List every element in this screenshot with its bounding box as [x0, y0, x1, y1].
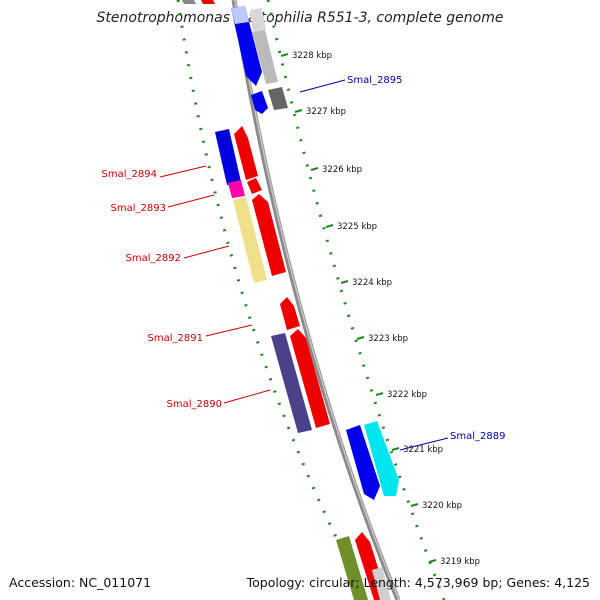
ruler-tick-5 [356, 336, 365, 340]
gene-label-smal-2895[interactable]: Smal_2895 [347, 75, 402, 86]
gene-feature[interactable] [251, 91, 268, 114]
tick-label-3228: 3228 kbp [292, 51, 332, 61]
gene-feature[interactable] [250, 8, 278, 84]
gene-feature-smal-2892[interactable] [233, 197, 267, 283]
tick-label-3221: 3221 kbp [403, 445, 443, 455]
gene-label-smal-2893[interactable]: Smal_2893 [111, 203, 166, 214]
gene-feature[interactable] [252, 194, 286, 276]
ruler-tick-1 [294, 109, 303, 113]
ruler-tick-3 [325, 224, 334, 228]
tick-label-3225: 3225 kbp [337, 222, 377, 232]
tick-label-3227: 3227 kbp [306, 107, 346, 117]
gene-label-smal-2889[interactable]: Smal_2889 [450, 431, 505, 442]
tick-label-3222: 3222 kbp [387, 390, 427, 400]
gene-feature[interactable] [234, 126, 258, 180]
gene-feature-smal-2893[interactable] [228, 180, 245, 198]
gene-feature-smal-2895[interactable] [268, 87, 288, 110]
gene-label-smal-2891[interactable]: Smal_2891 [148, 333, 203, 344]
ruler-tick-7 [391, 447, 400, 451]
gene-feature[interactable] [182, 0, 215, 4]
ruler-tick-6 [375, 392, 384, 396]
gene-label-smal-2890[interactable]: Smal_2890 [167, 399, 222, 410]
outer-ruler [266, 0, 446, 600]
ruler-tick-9 [428, 559, 437, 563]
ruler-tick-2 [310, 167, 319, 171]
accession-text: Accession: NC_011071 [9, 575, 152, 590]
gene-feature-smal-2891[interactable] [280, 297, 300, 330]
gene-feature[interactable] [336, 536, 368, 600]
genome-title: Stenotrophomonas maltophilia R551-3, com… [96, 10, 504, 26]
gene-label-smal-2894[interactable]: Smal_2894 [102, 169, 157, 180]
gene-feature-smal-2894[interactable] [215, 129, 241, 185]
gene-feature[interactable] [290, 329, 330, 428]
tick-label-3220: 3220 kbp [422, 501, 462, 511]
tick-labels: 3228 kbp 3227 kbp 3226 kbp 3225 kbp 3224… [292, 51, 480, 567]
label-leaders [159, 79, 449, 451]
tick-label-3226: 3226 kbp [322, 165, 362, 175]
ruler-tick-4 [340, 280, 349, 284]
gene-feature[interactable] [372, 567, 391, 600]
gene-label-smal-2892[interactable]: Smal_2892 [126, 253, 181, 264]
gene-feature-smal-2890[interactable] [271, 333, 312, 433]
genome-summary-text: Topology: circular; Length: 4,573,969 bp… [246, 575, 590, 590]
gene-labels: Smal_2895 Smal_2894 Smal_2893 Smal_2892 … [102, 75, 506, 442]
tick-label-3224: 3224 kbp [352, 278, 392, 288]
gene-feature[interactable] [231, 6, 262, 86]
tick-label-3219: 3219 kbp [440, 557, 480, 567]
gene-feature-smal-2889[interactable] [364, 421, 399, 496]
ruler-tick-0 [280, 53, 289, 57]
genome-backbone [231, 0, 401, 600]
ruler-ticks [280, 53, 437, 563]
tick-label-3223: 3223 kbp [368, 334, 408, 344]
gene-feature[interactable] [247, 178, 262, 194]
ruler-tick-8 [410, 503, 419, 507]
gene-feature[interactable] [346, 425, 380, 500]
